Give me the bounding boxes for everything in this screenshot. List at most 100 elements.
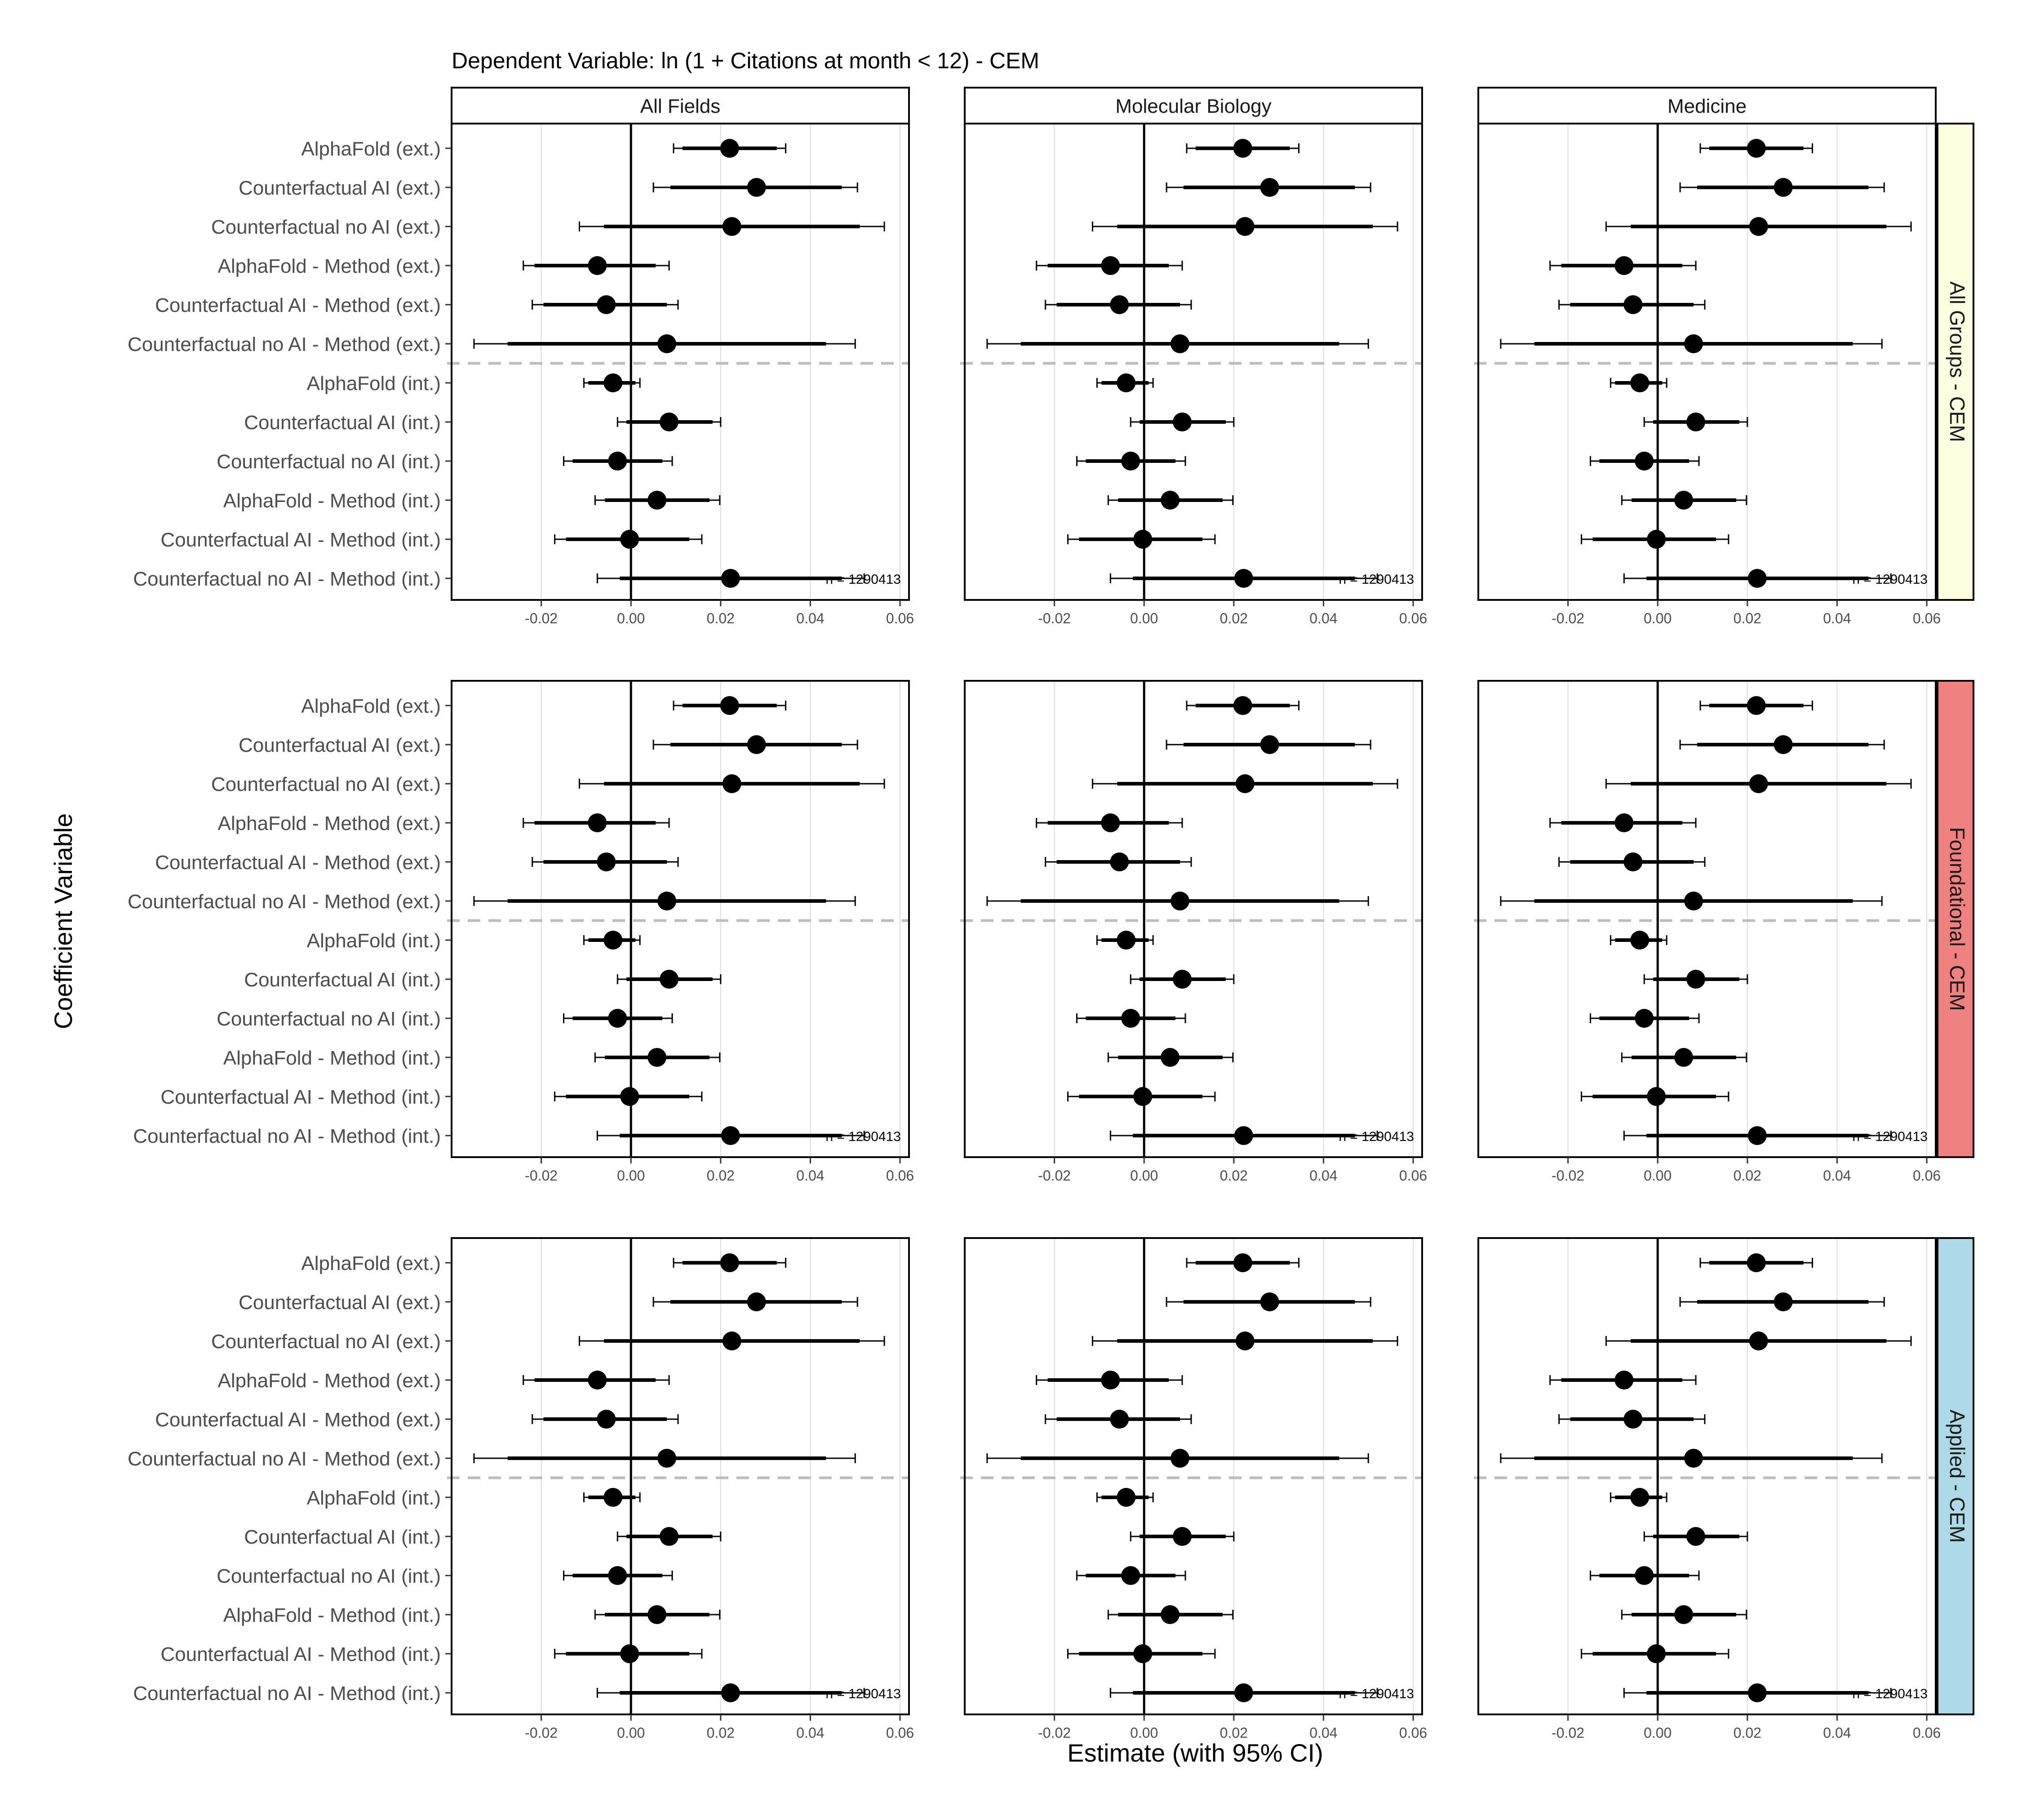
x-tick-label: 0.04 bbox=[1309, 610, 1337, 626]
estimate-point bbox=[1133, 1644, 1153, 1663]
estimate-point bbox=[1747, 139, 1766, 158]
estimate-point bbox=[608, 452, 627, 471]
estimate-point bbox=[603, 373, 623, 392]
estimate-point bbox=[597, 1410, 616, 1429]
y-tick-label: AlphaFold - Method (ext.) bbox=[218, 812, 441, 835]
estimate-point bbox=[1233, 139, 1252, 158]
y-tick-label: AlphaFold (int.) bbox=[307, 930, 441, 952]
estimate-point bbox=[1635, 1566, 1654, 1585]
estimate-point bbox=[1235, 217, 1255, 236]
estimate-point bbox=[1110, 1410, 1129, 1429]
row-facet-label: Foundational - CEM bbox=[1946, 827, 1969, 1011]
column-facet-label: All Fields bbox=[640, 95, 721, 117]
chart-title: Dependent Variable: ln (1 + Citations at… bbox=[452, 48, 1039, 73]
x-tick-label: 0.02 bbox=[1734, 1167, 1761, 1184]
panel-background bbox=[452, 124, 909, 600]
y-tick-label: AlphaFold (ext.) bbox=[301, 1252, 441, 1274]
column-facet-strip bbox=[964, 87, 1423, 124]
x-tick-label: -0.02 bbox=[1038, 610, 1071, 626]
estimate-point bbox=[720, 1253, 739, 1272]
panel-background bbox=[965, 681, 1422, 1157]
panel-r2-c2: n = 1290413 -0.02 0.00 0.02 0.04 0.06 bbox=[960, 680, 1427, 1184]
x-tick-label: 0.06 bbox=[1399, 1167, 1427, 1184]
x-tick-label: 0.06 bbox=[1913, 1725, 1941, 1741]
y-tick-label: AlphaFold - Method (ext.) bbox=[218, 255, 441, 277]
estimate-point bbox=[722, 217, 741, 236]
estimate-point bbox=[620, 1087, 639, 1106]
estimate-point bbox=[721, 569, 740, 588]
panel-background bbox=[965, 124, 1422, 600]
x-tick-label: 0.00 bbox=[1130, 610, 1158, 626]
y-tick-label: Counterfactual no AI (int.) bbox=[217, 1565, 441, 1587]
y-tick-label: Counterfactual AI (int.) bbox=[244, 412, 441, 434]
x-tick-label: -0.02 bbox=[1552, 610, 1584, 626]
x-tick-label: 0.02 bbox=[707, 1725, 735, 1741]
estimate-point bbox=[603, 1488, 623, 1507]
x-tick-label: 0.06 bbox=[886, 1167, 914, 1184]
estimate-point bbox=[1235, 1332, 1255, 1350]
estimate-point bbox=[647, 1605, 667, 1624]
panel-r3-c2: n = 1290413 -0.02 0.00 0.02 0.04 0.06 bbox=[960, 1237, 1427, 1741]
y-tick-label: Counterfactual AI - Method (ext.) bbox=[155, 294, 441, 316]
panel-r1-c3: n = 1290413 -0.02 0.00 0.02 0.04 0.06 Medicine bbox=[1474, 87, 1941, 626]
x-tick-label: 0.06 bbox=[1913, 1167, 1941, 1184]
estimate-point bbox=[1747, 1683, 1767, 1702]
sample-size-label: n = 1290413 bbox=[825, 1129, 901, 1144]
estimate-point bbox=[1233, 696, 1252, 715]
row-facet-strip bbox=[1937, 123, 1974, 601]
y-tick-label: AlphaFold (ext.) bbox=[301, 138, 441, 160]
panel-border bbox=[451, 680, 910, 1158]
estimate-point bbox=[1623, 295, 1643, 314]
x-tick-label: 0.02 bbox=[707, 1167, 735, 1184]
sample-size-label: n = 1290413 bbox=[825, 572, 901, 587]
y-tick-label: Counterfactual AI - Method (ext.) bbox=[155, 1409, 441, 1431]
x-tick-label: 0.04 bbox=[796, 1167, 824, 1184]
panel-border bbox=[964, 1237, 1423, 1715]
panel-background bbox=[965, 1238, 1422, 1714]
y-tick-label: Counterfactual AI - Method (int.) bbox=[160, 529, 441, 551]
estimate-point bbox=[1234, 569, 1253, 588]
y-tick-label: AlphaFold (int.) bbox=[307, 373, 441, 395]
estimate-point bbox=[657, 892, 677, 910]
x-tick-label: 0.04 bbox=[1823, 1725, 1851, 1741]
estimate-point bbox=[1674, 491, 1694, 510]
x-tick-label: 0.02 bbox=[1220, 1167, 1248, 1184]
x-tick-label: 0.06 bbox=[1399, 1725, 1427, 1741]
row-facet-strip-3: Applied - CEM bbox=[1937, 1237, 1974, 1715]
estimate-point bbox=[1233, 1253, 1252, 1272]
y-tick-label: Counterfactual AI (ext.) bbox=[239, 177, 441, 199]
estimate-point bbox=[1161, 491, 1180, 510]
facet-panels: n = 1290413 -0.02 0.00 0.02 0.04 0.06 AlphaFol… bbox=[128, 87, 1974, 1741]
y-tick-label: AlphaFold (ext.) bbox=[301, 695, 441, 717]
x-tick-label: -0.02 bbox=[525, 610, 558, 626]
estimate-point bbox=[1117, 1488, 1136, 1507]
estimate-point bbox=[721, 1126, 740, 1145]
x-tick-label: 0.00 bbox=[1130, 1167, 1158, 1184]
estimate-point bbox=[1630, 373, 1650, 392]
y-tick-label: Counterfactual no AI - Method (ext.) bbox=[128, 891, 441, 913]
panel-background bbox=[1478, 124, 1936, 600]
y-tick-label: Counterfactual no AI (ext.) bbox=[211, 773, 441, 795]
estimate-point bbox=[1614, 1371, 1634, 1389]
x-axis-label: Estimate (with 95% CI) bbox=[1067, 1739, 1323, 1767]
estimate-point bbox=[660, 1527, 679, 1546]
estimate-point bbox=[1171, 1449, 1190, 1468]
estimate-point bbox=[722, 1332, 741, 1350]
x-tick-label: 0.00 bbox=[617, 1725, 645, 1741]
y-tick-label: Counterfactual no AI - Method (int.) bbox=[133, 568, 441, 590]
estimate-point bbox=[1173, 413, 1192, 431]
panel-r1-c2: n = 1290413 -0.02 0.00 0.02 0.04 0.06 Molecula… bbox=[960, 87, 1427, 626]
x-tick-label: -0.02 bbox=[1552, 1167, 1584, 1184]
estimate-point bbox=[608, 1566, 627, 1585]
column-facet-strip bbox=[1477, 87, 1937, 124]
y-tick-label: AlphaFold (int.) bbox=[307, 1487, 441, 1509]
estimate-point bbox=[720, 696, 739, 715]
estimate-point bbox=[1117, 373, 1136, 392]
estimate-point bbox=[1614, 256, 1634, 275]
x-tick-label: -0.02 bbox=[1038, 1725, 1071, 1741]
estimate-point bbox=[1101, 813, 1120, 832]
estimate-point bbox=[1647, 1087, 1666, 1106]
estimate-point bbox=[657, 334, 677, 353]
y-tick-label: AlphaFold - Method (ext.) bbox=[218, 1370, 441, 1392]
estimate-point bbox=[660, 970, 679, 989]
